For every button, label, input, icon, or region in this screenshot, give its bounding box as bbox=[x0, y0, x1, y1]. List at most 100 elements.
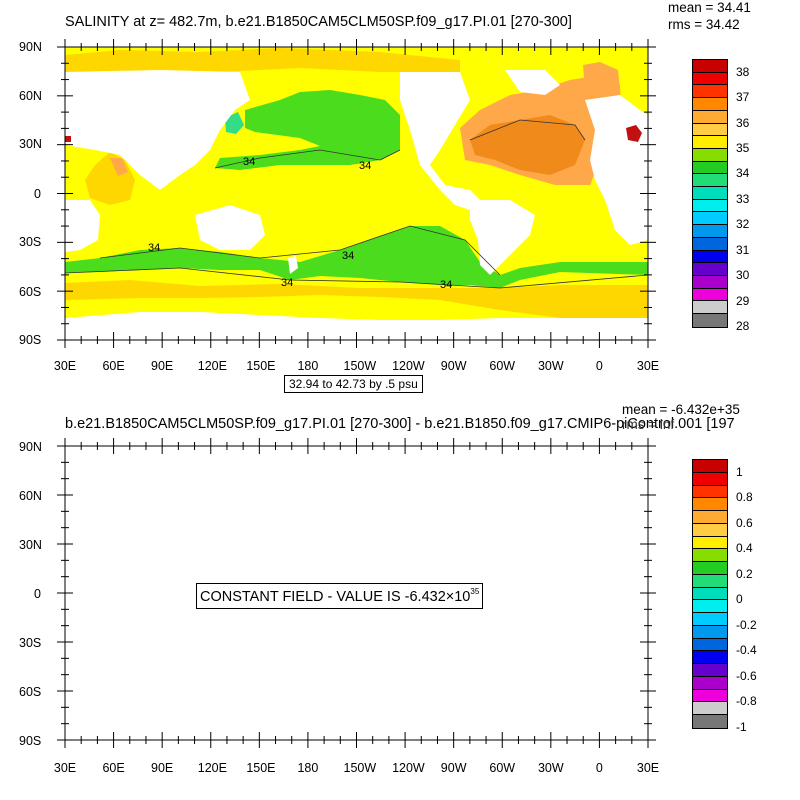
colorbar-swatch bbox=[693, 237, 727, 251]
bottom-lat-label: 30N bbox=[19, 538, 42, 552]
bottom-lat-label: 90N bbox=[19, 440, 42, 454]
top-colorbar bbox=[692, 59, 728, 328]
bottom-lat-label: 30S bbox=[19, 636, 42, 650]
land-africa bbox=[65, 200, 100, 252]
colorbar-label: -0.2 bbox=[736, 617, 757, 632]
lon-label: 60W bbox=[489, 359, 516, 373]
lon-label: 120W bbox=[392, 359, 425, 373]
constant-field-text: CONSTANT FIELD - VALUE IS -6.432 bbox=[200, 589, 446, 605]
top-map-title: SALINITY at z= 482.7m, b.e21.B1850CAM5CL… bbox=[65, 14, 572, 30]
land-australia bbox=[195, 205, 265, 250]
colorbar-swatch bbox=[693, 689, 727, 703]
top-lat-label: 60S bbox=[19, 285, 42, 299]
colorbar-label: 0.2 bbox=[736, 566, 753, 581]
colorbar-label: -0.6 bbox=[736, 668, 757, 683]
colorbar-swatch bbox=[693, 562, 727, 575]
bottom-lat-label: 0 bbox=[34, 587, 41, 601]
arabian-sea-orange bbox=[110, 158, 128, 176]
bottom-map-title: b.e21.B1850CAM5CLM50SP.f09_g17.PI.01 [27… bbox=[65, 416, 735, 432]
top-mean-stat: mean = 34.41 bbox=[668, 0, 751, 15]
colorbar-label: 0.8 bbox=[736, 490, 753, 505]
bottom-mean-stat: mean = -6.432e+35 bbox=[622, 402, 740, 417]
colorbar-swatch bbox=[693, 263, 727, 276]
land-new-zealand bbox=[288, 256, 298, 274]
colorbar-swatch bbox=[693, 485, 727, 499]
colorbar-swatch bbox=[693, 600, 727, 613]
lon-label: 0 bbox=[595, 761, 603, 775]
contour-label: 34 bbox=[440, 279, 453, 291]
colorbar-swatch bbox=[693, 199, 727, 213]
southern-green-belt bbox=[65, 226, 648, 288]
southern-gold-band bbox=[65, 280, 648, 320]
colorbar-label: 0 bbox=[736, 592, 743, 607]
colorbar-swatch bbox=[693, 225, 727, 238]
colorbar-swatch bbox=[693, 651, 727, 664]
contour-line-north-pacific bbox=[214, 149, 401, 169]
colorbar-swatch bbox=[693, 613, 727, 626]
colorbar-swatch bbox=[693, 702, 727, 715]
colorbar-label: 34 bbox=[736, 166, 750, 181]
top-lat-label: 30N bbox=[19, 137, 42, 151]
colorbar-swatch bbox=[693, 161, 727, 175]
colorbar-label: 30 bbox=[736, 268, 750, 283]
lon-label: 120E bbox=[197, 761, 227, 775]
north-pacific-green bbox=[215, 90, 400, 170]
lon-label: 30E bbox=[53, 761, 77, 775]
lon-label: 120E bbox=[197, 359, 227, 373]
colorbar-label: -0.4 bbox=[736, 643, 757, 658]
lon-label: 60E bbox=[102, 359, 125, 373]
top-lat-label: 0 bbox=[34, 187, 41, 201]
colorbar-label: 35 bbox=[736, 141, 750, 155]
colorbar-swatch bbox=[693, 549, 727, 562]
okhotsk-green-mint bbox=[225, 112, 244, 134]
colorbar-swatch bbox=[693, 85, 727, 99]
land-greenland bbox=[505, 70, 560, 95]
colorbar-swatch bbox=[693, 498, 727, 511]
colorbar-swatch bbox=[693, 98, 727, 111]
lon-label: 120W bbox=[392, 761, 425, 775]
lon-label: 30E bbox=[53, 359, 77, 373]
colorbar-swatch bbox=[693, 123, 727, 137]
arctic-gold-strip bbox=[65, 48, 460, 72]
colorbar-swatch bbox=[693, 187, 727, 200]
colorbar-swatch bbox=[693, 625, 727, 639]
bottom-lat-label: 60S bbox=[19, 685, 42, 699]
colorbar-swatch bbox=[693, 676, 727, 690]
constant-field-exponent: 35 bbox=[470, 587, 480, 596]
land-asia bbox=[65, 70, 250, 190]
lon-label: 30E bbox=[636, 761, 660, 775]
colorbar-swatch bbox=[693, 110, 727, 124]
colorbar-swatch bbox=[693, 574, 727, 588]
colorbar-swatch bbox=[693, 587, 727, 601]
colorbar-label: 32 bbox=[736, 217, 750, 232]
bottom-colorbar bbox=[692, 459, 728, 729]
colorbar-label: 0.6 bbox=[736, 515, 753, 530]
contour-info-box: 32.94 to 42.73 by .5 psu bbox=[284, 375, 423, 393]
lon-label: 150W bbox=[343, 761, 377, 775]
colorbar-label: 38 bbox=[736, 64, 750, 79]
colorbar-label: 1 bbox=[736, 464, 743, 479]
lon-label: 30E bbox=[636, 359, 660, 373]
red-sea-spot bbox=[626, 125, 642, 142]
colorbar-swatch bbox=[693, 60, 727, 73]
lon-label: 90E bbox=[151, 359, 174, 373]
contour-label: 34 bbox=[342, 250, 355, 262]
colorbar-swatch bbox=[693, 301, 727, 315]
colorbar-label: 28 bbox=[736, 319, 750, 333]
bottom-rms-stat: rms = inf bbox=[622, 417, 675, 432]
lon-label: 90W bbox=[440, 359, 467, 373]
colorbar-label: 31 bbox=[736, 242, 750, 257]
lon-label: 60E bbox=[102, 761, 125, 775]
contour-line-south-belt bbox=[65, 267, 648, 289]
top-lat-label: 90S bbox=[19, 333, 42, 347]
bottom-lat-label: 90S bbox=[19, 734, 42, 748]
colorbar-swatch bbox=[693, 536, 727, 550]
top-map-ticks bbox=[57, 39, 656, 348]
constant-field-times: ×10 bbox=[445, 589, 471, 605]
red-spot-west-edge bbox=[65, 136, 71, 142]
colorbar-swatch bbox=[693, 174, 727, 188]
colorbar-swatch bbox=[693, 72, 727, 86]
lon-label: 180 bbox=[297, 359, 319, 373]
